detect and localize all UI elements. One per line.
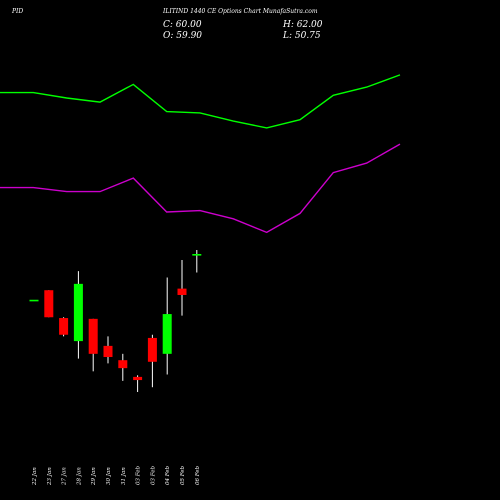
candle (73, 271, 83, 359)
candle (147, 334, 157, 388)
close-price-label: C: 60.00 (163, 20, 202, 30)
candle (162, 277, 172, 375)
indicator-line-2 (0, 143, 401, 234)
x-tick-label: 30 Jan (106, 467, 112, 485)
x-tick-label: 05 Feb (180, 465, 186, 485)
candle (59, 317, 69, 337)
candle (44, 290, 54, 318)
indicator-lines (0, 74, 401, 234)
candle-body (162, 314, 172, 354)
candle-body (147, 337, 157, 362)
x-tick-label: 03 Feb (150, 465, 156, 485)
candle-body (103, 345, 113, 358)
x-tick-label: 06 Feb (195, 465, 201, 485)
high-price-label: H: 62.00 (282, 20, 323, 30)
chart-title: ILITIND 1440 CE Options Chart MunafaSutr… (162, 8, 318, 15)
candle-body (177, 288, 187, 295)
candle-body (133, 376, 143, 381)
candle (118, 353, 128, 381)
candle-body (59, 318, 69, 335)
candle-body (29, 299, 39, 302)
x-tick-label: 22 Jan (32, 467, 38, 486)
open-price-label: O: 59.90 (163, 31, 202, 41)
candle (29, 299, 39, 302)
x-axis-labels: 22 Jan 23 Jan 27 Jan 28 Jan 29 Jan 30 Jan 31 J… (32, 465, 201, 486)
x-tick-label: 04 Feb (165, 465, 171, 485)
x-tick-label: 31 Jan (121, 467, 127, 485)
candle-body (73, 283, 83, 342)
x-tick-label: 28 Jan (76, 467, 82, 486)
x-tick-label: 27 Jan (62, 467, 68, 486)
indicator-line-1 (0, 74, 401, 129)
x-tick-label: 03 Feb (136, 465, 142, 485)
candle-body (88, 318, 98, 354)
chart-symbol: PID (11, 8, 23, 15)
candle (133, 375, 143, 392)
x-tick-label: 23 Jan (47, 467, 53, 486)
candle-body (44, 290, 54, 318)
candles (29, 250, 202, 392)
candle (88, 318, 98, 372)
x-tick-label: 29 Jan (91, 467, 97, 486)
candle-body (118, 360, 128, 369)
candle (177, 260, 187, 316)
candle (192, 250, 202, 273)
candle-body (192, 254, 202, 256)
candle (103, 336, 113, 364)
low-price-label: L: 50.75 (282, 31, 321, 41)
